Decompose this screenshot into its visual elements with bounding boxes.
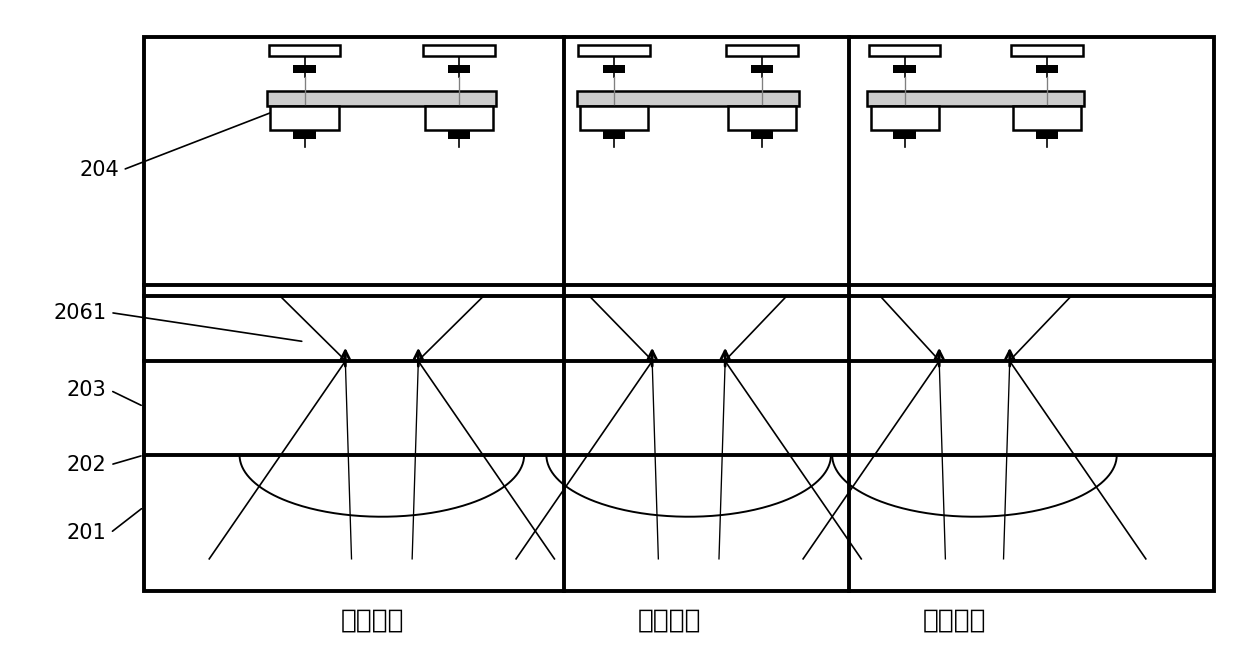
Bar — [603, 130, 625, 139]
Bar — [1035, 130, 1058, 139]
Bar — [868, 92, 1084, 105]
Bar — [1035, 65, 1058, 74]
Text: 202: 202 — [67, 455, 107, 475]
Text: 背入射光: 背入射光 — [637, 607, 702, 633]
Text: 201: 201 — [67, 523, 107, 543]
Bar — [869, 45, 940, 57]
Bar — [425, 105, 494, 130]
Bar — [578, 45, 650, 57]
Bar — [603, 65, 625, 74]
Text: 背入射光: 背入射光 — [923, 607, 986, 633]
Text: 204: 204 — [79, 160, 119, 180]
Bar — [894, 65, 915, 74]
Bar — [894, 130, 915, 139]
Bar — [870, 105, 939, 130]
Bar — [751, 130, 774, 139]
Bar — [580, 105, 647, 130]
Bar — [294, 130, 316, 139]
Bar — [423, 45, 495, 57]
Text: 203: 203 — [67, 380, 107, 400]
Bar — [727, 45, 799, 57]
Bar — [751, 65, 774, 74]
Bar — [144, 37, 1214, 591]
Bar — [1011, 45, 1083, 57]
Bar — [269, 45, 341, 57]
Bar — [728, 105, 796, 130]
Bar — [448, 65, 470, 74]
Bar — [294, 65, 316, 74]
Text: 2061: 2061 — [53, 303, 107, 322]
Bar — [448, 130, 470, 139]
Text: 背入射光: 背入射光 — [341, 607, 404, 633]
Bar — [577, 92, 800, 105]
Bar — [268, 92, 496, 105]
Bar — [270, 105, 339, 130]
Bar — [1013, 105, 1081, 130]
